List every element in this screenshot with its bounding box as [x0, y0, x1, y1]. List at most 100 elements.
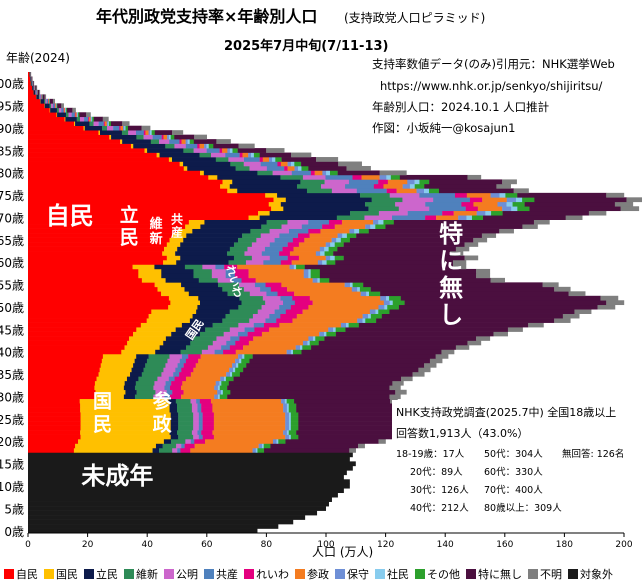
bar-segment [287, 219, 309, 225]
bar-segment [143, 130, 146, 135]
bar-segment [290, 434, 299, 440]
bar-segment [184, 286, 223, 292]
bar-segment [122, 139, 152, 144]
bar-segment [28, 371, 99, 377]
bar-segment [28, 188, 228, 194]
bar-segment [65, 107, 67, 113]
bar-segment-minor [28, 465, 353, 471]
bar-segment [72, 107, 76, 113]
bar-segment [324, 246, 329, 252]
bar-segment [265, 318, 277, 323]
bar-segment [28, 264, 133, 270]
bar-segment [205, 439, 274, 444]
bar-segment [300, 345, 303, 350]
bar-segment [360, 192, 390, 198]
bar-segment [319, 273, 477, 279]
bar-segment [429, 358, 443, 364]
bar-segment-minor [28, 528, 258, 534]
bar-segment [190, 340, 213, 346]
bar-segment [452, 264, 467, 270]
bar-segment [269, 242, 288, 247]
bar-segment [321, 183, 346, 189]
bar-segment [326, 259, 336, 265]
bar-segment [28, 394, 95, 400]
bar-segment [307, 340, 310, 346]
legend: 自民 国民 立民 維新 公明 共産 れいわ 参政 保守 社民 その他 特に無し 不明 対象外 [4, 567, 613, 581]
bar-segment [28, 398, 80, 404]
bar-segment [257, 309, 275, 314]
bar-segment [61, 103, 64, 109]
bar-segment [219, 385, 228, 391]
bar-segment [178, 416, 194, 422]
bar-segment [61, 107, 64, 113]
bar-segment [386, 295, 390, 301]
bar-segment [170, 416, 179, 422]
bar-segment [193, 367, 230, 373]
bar-segment [298, 434, 397, 440]
bar-segment [99, 367, 132, 373]
bar-segment [365, 224, 371, 229]
bar-segment [378, 210, 408, 216]
annotation-tokuninashi-label: し [439, 301, 463, 329]
bar-segment [28, 412, 81, 417]
bar-segment [266, 219, 288, 225]
y-tick-label: 45歳 [0, 323, 24, 337]
bar-segment [126, 376, 139, 382]
bar-segment [78, 439, 165, 444]
legend-label: 国民 [56, 568, 78, 581]
bar-segment [253, 152, 260, 158]
bar-segment [491, 210, 503, 216]
bar-segment [312, 277, 318, 283]
bar-segment [346, 322, 349, 328]
bar-segment [94, 380, 125, 386]
bar-segment [361, 174, 380, 180]
bar-segment [378, 439, 386, 444]
bar-segment [52, 98, 56, 104]
bar-segment [181, 367, 194, 373]
bar-segment [136, 130, 145, 135]
bar-segment [283, 300, 296, 306]
bar-segment [217, 385, 220, 391]
bar-segment [183, 161, 231, 167]
bar-segment-minor [28, 524, 279, 529]
bar-segment [433, 197, 471, 203]
bar-segment [334, 224, 366, 229]
bar-segment-minor [28, 456, 350, 462]
bar-segment [369, 309, 376, 314]
bar-segment [28, 80, 31, 86]
bar-segment [28, 255, 167, 261]
bar-segment [109, 134, 112, 140]
bar-segment [226, 371, 231, 377]
bar-segment [205, 327, 231, 332]
bar-segment [102, 125, 108, 131]
bar-segment [419, 192, 456, 198]
bar-segment [252, 447, 257, 453]
bar-segment [352, 174, 362, 180]
bar-segment [222, 148, 228, 153]
bar-segment [506, 201, 513, 207]
bar-segment [172, 447, 178, 453]
bar-segment [298, 233, 310, 238]
bar-segment [28, 233, 173, 238]
bar-segment [239, 358, 242, 364]
bar-segment [46, 98, 49, 104]
bar-segment [285, 421, 290, 426]
bar-segment [308, 268, 311, 274]
bar-segment [71, 112, 75, 118]
bar-segment [562, 313, 580, 319]
bar-segment [286, 407, 289, 413]
legend-label: 共産 [216, 568, 238, 581]
bar-segment [409, 183, 415, 189]
bar-segment [65, 116, 77, 122]
bar-segment [133, 143, 166, 149]
bar-segment [280, 259, 292, 265]
annotation-kokumin-label: 民 [93, 414, 112, 436]
bar-segment [493, 331, 508, 337]
bar-segment [28, 345, 125, 350]
bar-segment [241, 300, 266, 306]
bar-segment [106, 121, 109, 127]
bar-segment [296, 407, 394, 413]
bar-segment [490, 192, 500, 198]
bar-segment [101, 358, 135, 364]
bar-segment [113, 125, 120, 131]
